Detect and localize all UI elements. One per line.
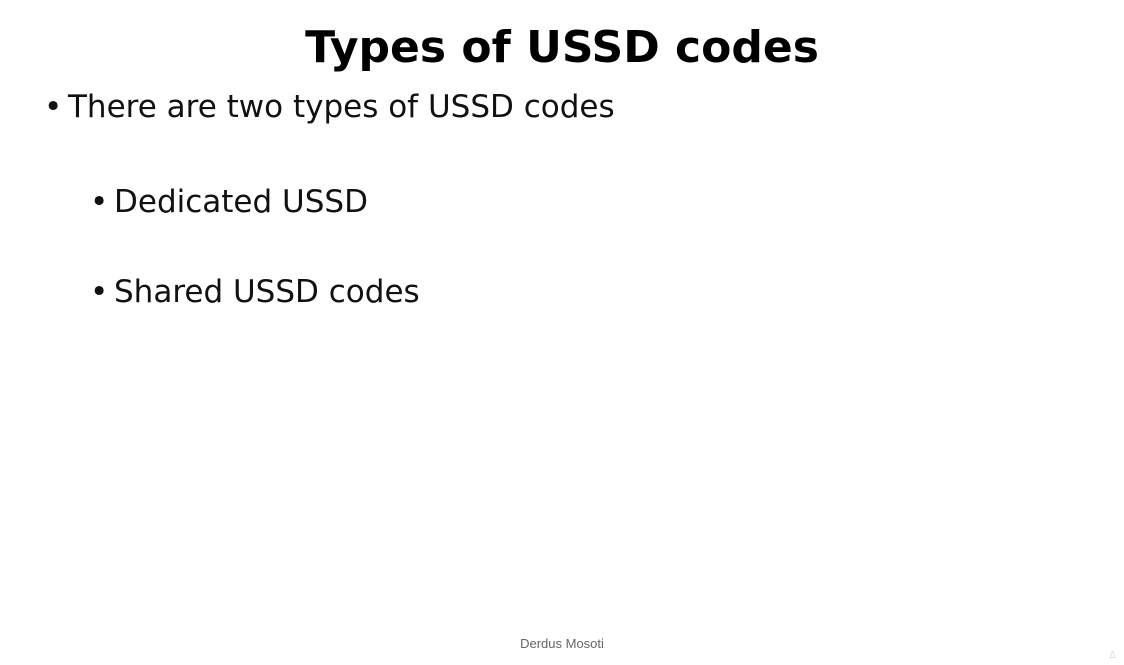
sub-bullet-item: • Shared USSD codes bbox=[90, 271, 420, 313]
bullet-text: There are two types of USSD codes bbox=[68, 89, 615, 125]
slide-footer: Derdus Mosoti bbox=[520, 636, 604, 651]
bullet-dot-icon: • bbox=[90, 184, 109, 220]
sub-bullet-item: • Dedicated USSD bbox=[90, 181, 368, 223]
bullet-item: • There are two types of USSD codes bbox=[44, 86, 615, 128]
corner-mark-icon: ∆ bbox=[1109, 650, 1116, 661]
bullet-dot-icon: • bbox=[90, 274, 109, 310]
slide-title: Types of USSD codes bbox=[305, 22, 819, 73]
bullet-dot-icon: • bbox=[44, 89, 63, 125]
sub-bullet-text: Dedicated USSD bbox=[114, 184, 368, 220]
sub-bullet-text: Shared USSD codes bbox=[114, 274, 420, 310]
